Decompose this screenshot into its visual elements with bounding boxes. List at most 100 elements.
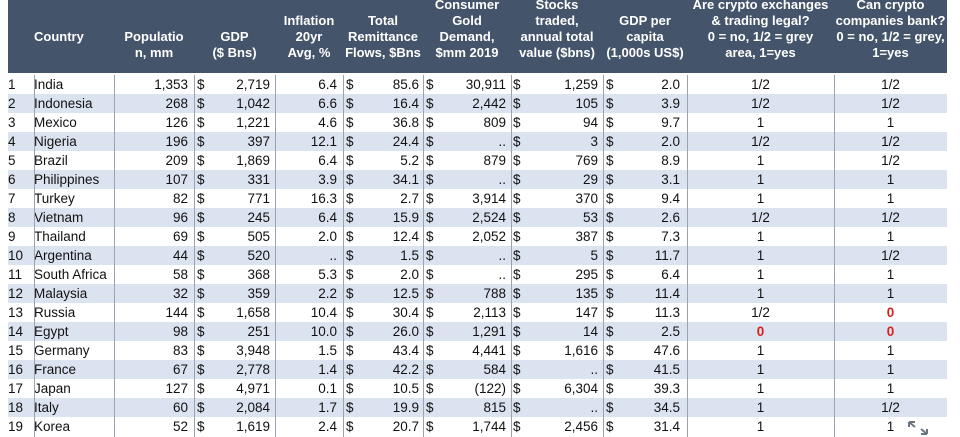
currency-symbol: $ [426,362,434,377]
currency-symbol: $ [606,324,614,339]
currency-symbol: $ [606,191,614,206]
cell-gold: 584 [483,362,506,377]
cell-gdp: 4,971 [236,381,270,396]
cell-rank: 12 [8,286,24,301]
cell-country: Philippines [34,172,100,187]
cell-gdp-per-capita: 2.0 [661,134,680,149]
cell-stocks: 769 [575,153,598,168]
table-row: 9 Thailand 69 $505 2.0 $12.4 $2,052 $387 $7.3 1 1 [8,227,947,246]
header-gdp-per-capita: GDP per capita (1,000s US$) [606,13,684,60]
cell-gdp-per-capita: 8.9 [661,153,680,168]
currency-symbol: $ [426,286,434,301]
cell-stocks: 370 [575,191,598,206]
cell-crypto-banks: 1 [886,172,895,187]
currency-symbol: $ [346,381,354,396]
currency-symbol: $ [346,210,354,225]
cell-crypto-banks: 1/2 [881,77,900,92]
cell-inflation: 2.0 [318,229,337,244]
cell-country: Nigeria [34,134,77,149]
cell-population: 144 [165,305,188,320]
cell-gold: 2,442 [472,96,506,111]
currency-symbol: $ [606,210,614,225]
cell-crypto-banks: 1 [886,381,895,396]
cell-crypto-exchanges: 1 [756,153,765,168]
cell-stocks: 387 [575,229,598,244]
currency-symbol: $ [513,191,521,206]
cell-inflation: .. [329,248,337,263]
column-divider [194,75,195,437]
currency-symbol: $ [197,134,205,149]
cell-gold: 809 [483,115,506,130]
cell-gold: 815 [483,400,506,415]
currency-symbol: $ [197,381,205,396]
header-crypto-exchanges: Are crypto exchanges & trading legal? 0 … [692,0,829,60]
cell-crypto-exchanges: 1 [756,172,765,187]
cell-inflation: 10.4 [310,305,337,320]
cell-inflation: 4.6 [318,115,337,130]
cell-crypto-exchanges: 1/2 [751,305,770,320]
currency-symbol: $ [426,210,434,225]
cell-population: 96 [172,210,188,225]
currency-symbol: $ [197,115,205,130]
cell-rank: 3 [8,115,16,130]
cell-rank: 18 [8,400,24,415]
cell-gdp: 520 [247,248,270,263]
cell-remittance: 12.5 [392,286,419,301]
cell-inflation: 2.2 [318,286,337,301]
cell-crypto-banks: 1/2 [881,96,900,111]
cell-gold: 4,441 [472,343,506,358]
currency-symbol: $ [606,286,614,301]
currency-symbol: $ [606,343,614,358]
cell-gdp-per-capita: 47.6 [653,343,680,358]
cell-remittance: 30.4 [392,305,419,320]
cell-gdp-per-capita: 2.6 [661,210,680,225]
currency-symbol: $ [606,77,614,92]
cell-rank: 10 [8,248,24,263]
currency-symbol: $ [513,172,521,187]
cell-country: India [34,77,64,92]
table-header: Country Populatio n, mm GDP ($ Bns) Infl… [8,0,947,73]
cell-population: 58 [172,267,188,282]
currency-symbol: $ [197,286,205,301]
currency-symbol: $ [513,305,521,320]
cell-remittance: 24.4 [392,134,419,149]
cell-gdp-per-capita: 3.9 [661,96,680,111]
cell-gdp-per-capita: 3.1 [661,172,680,187]
cell-stocks: 2,456 [564,419,598,434]
cell-gdp: 2,084 [236,400,270,415]
cell-inflation: 0.1 [318,381,337,396]
cell-inflation: 3.9 [318,172,337,187]
cell-rank: 13 [8,305,24,320]
currency-symbol: $ [606,115,614,130]
cell-population: 83 [172,343,188,358]
cell-population: 126 [165,115,188,130]
currency-symbol: $ [513,134,521,149]
cell-country: Vietnam [34,210,84,225]
cell-gdp: 3,948 [236,343,270,358]
cell-population: 69 [172,229,188,244]
table-row: 6 Philippines 107 $331 3.9 $34.1 $.. $29 $3.1 1 1 [8,170,947,189]
currency-symbol: $ [426,96,434,111]
currency-symbol: $ [426,324,434,339]
cell-gdp-per-capita: 39.3 [653,381,680,396]
cell-gold: .. [498,172,506,187]
currency-symbol: $ [197,229,205,244]
currency-symbol: $ [197,248,205,263]
cell-rank: 1 [8,77,16,92]
cell-population: 127 [165,381,188,396]
table-row: 2 Indonesia 268 $1,042 6.6 $16.4 $2,442 $105 $3.… [8,94,947,113]
column-divider [114,75,115,437]
cell-crypto-banks: 1/2 [881,153,900,168]
cell-rank: 15 [8,343,24,358]
cell-inflation: 12.1 [310,134,337,149]
currency-symbol: $ [426,343,434,358]
expand-icon[interactable] [907,421,929,435]
cell-population: 44 [172,248,188,263]
currency-symbol: $ [346,77,354,92]
cell-rank: 5 [8,153,16,168]
currency-symbol: $ [426,248,434,263]
table-row: 16 France 67 $2,778 1.4 $42.2 $584 $.. $41.5 1 1 [8,360,947,379]
cell-rank: 17 [8,381,24,396]
cell-crypto-banks: 1 [886,343,895,358]
cell-population: 196 [165,134,188,149]
